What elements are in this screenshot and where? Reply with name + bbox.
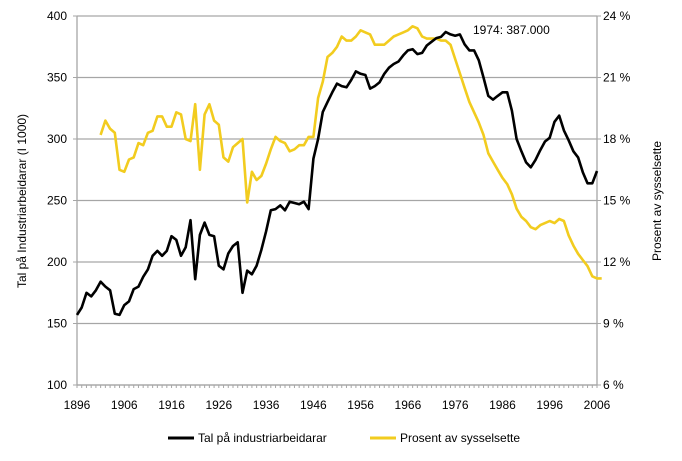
tick-labels: 100 6 % 150 9 % 200 12 % 250 15 % 300 18 % 350 21 %… [47, 9, 631, 412]
y2-tick-label: 18 % [603, 132, 631, 146]
y2-tick-label: 15 % [603, 194, 631, 208]
y-tick-label: 400 [47, 9, 67, 23]
y-tick-label: 200 [47, 255, 67, 269]
y2-axis-title: Prosent av sysselsette [650, 141, 664, 261]
y2-tick-label: 9 % [603, 317, 624, 331]
x-tick-label: 1956 [347, 398, 374, 412]
x-tick-label: 1946 [300, 398, 327, 412]
annotation-peak: 1974: 387.000 [473, 23, 550, 37]
y2-tick-label: 6 % [603, 378, 624, 392]
y2-tick-label: 24 % [603, 9, 631, 23]
x-tick-label: 1986 [489, 398, 516, 412]
x-tick-label: 1976 [442, 398, 469, 412]
x-tick-label: 1926 [205, 398, 232, 412]
y-axis-title: Tal på Industriarbeidarar (I 1000) [15, 114, 29, 288]
y2-tick-label: 21 % [603, 71, 631, 85]
axes [73, 15, 601, 388]
x-tick-label: 1996 [536, 398, 563, 412]
gridlines [77, 15, 597, 386]
x-tick-label: 2006 [584, 398, 611, 412]
y2-tick-label: 12 % [603, 255, 631, 269]
x-tick-label: 1896 [64, 398, 91, 412]
y-tick-label: 250 [47, 194, 67, 208]
x-tick-label: 1966 [395, 398, 422, 412]
series-lines [75, 24, 602, 317]
y-tick-label: 150 [47, 317, 67, 331]
legend-label-workers: Tal på industriarbeidarar [198, 431, 327, 445]
series-line-workers [75, 30, 599, 317]
series-line-percent [99, 24, 602, 280]
legend-label-percent: Prosent av sysselsette [400, 431, 520, 445]
x-tick-label: 1906 [111, 398, 138, 412]
x-tick-label: 1916 [158, 398, 185, 412]
x-tick-label: 1936 [253, 398, 280, 412]
y-tick-label: 100 [47, 378, 67, 392]
y-tick-label: 350 [47, 71, 67, 85]
y-tick-label: 300 [47, 132, 67, 146]
legend: Tal på industriarbeidarar Prosent av sys… [168, 431, 520, 445]
